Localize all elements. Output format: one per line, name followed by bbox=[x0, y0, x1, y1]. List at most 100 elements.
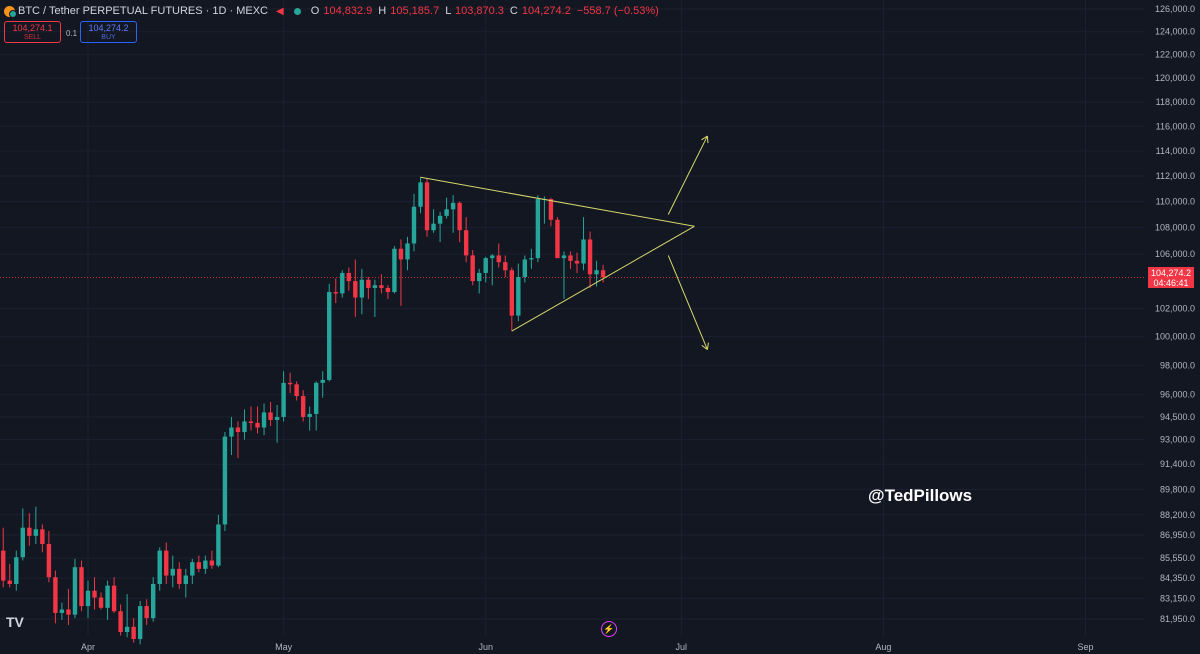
candle bbox=[209, 550, 215, 569]
price-tick-label: 116,000.0 bbox=[1156, 121, 1195, 131]
candle-body bbox=[307, 413, 312, 417]
arrow-head bbox=[701, 135, 708, 141]
candle-body bbox=[314, 382, 319, 414]
candle-body bbox=[131, 626, 136, 640]
candle-body bbox=[366, 279, 371, 288]
candle bbox=[359, 268, 365, 315]
candle-body bbox=[379, 285, 384, 288]
candle bbox=[261, 403, 267, 436]
candle-body bbox=[496, 255, 501, 263]
price-tick-label: 84,350.0 bbox=[1160, 573, 1195, 583]
candle bbox=[600, 264, 606, 283]
candle bbox=[20, 508, 25, 561]
current-price-value: 104,274.2 bbox=[1150, 268, 1192, 279]
candle bbox=[398, 239, 404, 306]
price-axis[interactable]: 126,000.0 124,000.0 122,000.0 120,000.0 118,… bbox=[1155, 4, 1195, 624]
candle-body bbox=[294, 384, 299, 397]
candle-body bbox=[203, 560, 208, 569]
candle bbox=[542, 196, 547, 224]
candle bbox=[307, 406, 312, 431]
candle-body bbox=[287, 382, 293, 385]
candle bbox=[274, 404, 280, 443]
buy-button[interactable]: 104,274.2 BUY bbox=[80, 21, 137, 43]
candle-body bbox=[535, 198, 541, 259]
candle-body bbox=[385, 287, 391, 293]
upper-trendline bbox=[420, 176, 695, 227]
vertical-gridlines bbox=[87, 0, 1087, 636]
candle bbox=[248, 406, 254, 431]
candle bbox=[444, 197, 449, 219]
symbol-title[interactable]: BTC / Tether PERPETUAL FUTURES · 1D · ME… bbox=[18, 5, 268, 17]
ohlc-value: 104,832.9 bbox=[323, 5, 373, 17]
candle-body bbox=[327, 292, 332, 380]
candle-body bbox=[1, 550, 6, 581]
candle-body bbox=[411, 206, 417, 244]
price-tick-label: 93,000.0 bbox=[1160, 435, 1195, 445]
candle bbox=[40, 524, 45, 553]
candle-body bbox=[170, 568, 175, 576]
candle-body bbox=[477, 272, 482, 282]
ohlc-value: 103,870.3 bbox=[454, 5, 504, 17]
candle-body bbox=[392, 248, 397, 293]
candle bbox=[216, 514, 221, 568]
candle bbox=[548, 197, 554, 227]
candle bbox=[131, 618, 136, 643]
candle bbox=[581, 217, 586, 271]
sell-label: SELL bbox=[23, 34, 42, 41]
price-tick-label: 83,150.0 bbox=[1160, 593, 1195, 603]
candle-body bbox=[59, 609, 65, 613]
price-tick-label: 88,200.0 bbox=[1160, 510, 1195, 520]
candle bbox=[85, 580, 91, 619]
price-tick-label: 94,500.0 bbox=[1160, 412, 1195, 422]
candle bbox=[144, 599, 149, 626]
candle bbox=[46, 530, 52, 583]
lightning-icon[interactable]: ⚡ bbox=[601, 621, 617, 637]
candle bbox=[353, 259, 358, 318]
candle-body bbox=[268, 412, 273, 420]
price-tick-label: 98,000.0 bbox=[1160, 360, 1195, 370]
sell-button[interactable]: 104,274.1 SELL bbox=[4, 21, 61, 43]
ohlc-key: C bbox=[509, 5, 521, 17]
arrow-head bbox=[706, 342, 709, 350]
candle bbox=[111, 577, 117, 613]
tradingview-logo-icon[interactable]: TV bbox=[6, 614, 24, 630]
time-tick-label: Jun bbox=[478, 642, 493, 652]
candle bbox=[268, 402, 273, 426]
candle bbox=[105, 580, 110, 620]
candle bbox=[379, 274, 384, 294]
candle bbox=[124, 594, 130, 638]
candle-body bbox=[405, 243, 410, 260]
candle bbox=[587, 231, 593, 288]
price-tick-label: 89,800.0 bbox=[1160, 484, 1195, 494]
price-tick-label: 122,000.0 bbox=[1155, 50, 1195, 60]
candle bbox=[242, 409, 247, 440]
price-tick-label: 106,000.0 bbox=[1155, 249, 1195, 259]
candle-body bbox=[235, 427, 241, 433]
candle-body bbox=[581, 239, 586, 264]
candlestick-series[interactable] bbox=[0, 177, 606, 645]
flag-icon[interactable]: ◀ bbox=[276, 5, 284, 17]
candle bbox=[477, 268, 482, 294]
candle bbox=[457, 201, 462, 243]
arrow-up bbox=[667, 135, 708, 215]
triangle-pattern-drawing[interactable] bbox=[420, 135, 709, 350]
author-watermark: @TedPillows bbox=[868, 486, 973, 505]
arrow-down bbox=[667, 255, 708, 350]
candle-body bbox=[281, 382, 286, 417]
ohlc-values: O 104,832.9 H 105,185.7 L 103,870.3 C 104,2… bbox=[311, 5, 665, 17]
candle-body bbox=[27, 527, 32, 536]
candle-body bbox=[398, 248, 404, 260]
candle bbox=[561, 251, 567, 299]
candle bbox=[203, 555, 208, 574]
candle-body bbox=[40, 529, 45, 545]
buy-label: BUY bbox=[101, 34, 116, 41]
candle bbox=[177, 562, 182, 590]
price-tick-label: 100,000.0 bbox=[1155, 332, 1195, 342]
candle bbox=[164, 542, 169, 584]
candle bbox=[314, 381, 319, 431]
candle bbox=[333, 278, 338, 304]
candle bbox=[137, 600, 143, 645]
time-axis[interactable]: Apr May Jun Jul Aug Sep bbox=[81, 642, 1094, 652]
candle-body bbox=[118, 611, 123, 633]
